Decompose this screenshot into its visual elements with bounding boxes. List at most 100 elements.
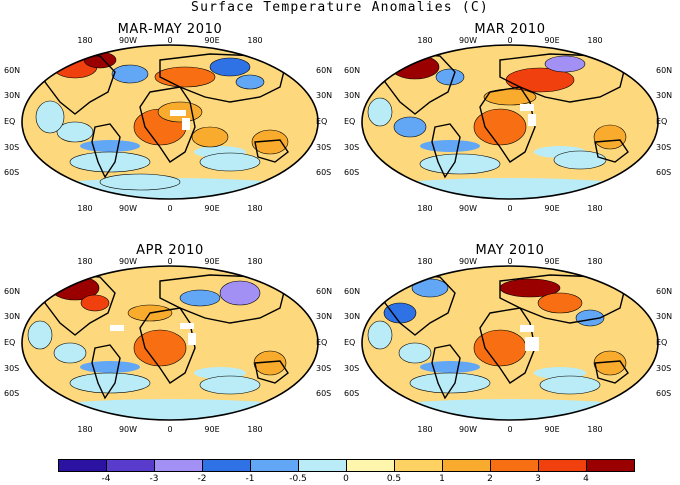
world-map (361, 265, 659, 421)
longitude-label: 90W (118, 425, 138, 434)
anomaly-contour (133, 329, 187, 367)
colorbar-tick-label: 2 (487, 474, 493, 484)
latitude-label-left: EQ (4, 117, 16, 126)
anomaly-contour (553, 150, 607, 170)
map-border (361, 265, 659, 421)
coastline (479, 86, 536, 163)
panel-title: APR 2010 (136, 243, 204, 258)
colorbar-tick-label: -1 (245, 474, 255, 484)
colorbar-tick-label: 4 (583, 474, 589, 484)
colorbar-tick-label: 0.5 (386, 474, 402, 484)
coastline (254, 360, 289, 384)
no-data-patch (528, 114, 536, 126)
latitude-label-left: 30S (4, 143, 20, 153)
anomaly-band (80, 361, 140, 373)
latitude-label-right: 30S (656, 143, 672, 153)
longitude-label: 90E (544, 36, 560, 45)
longitude-label: 90W (458, 257, 478, 266)
anomaly-band (420, 140, 480, 152)
latitude-label-right: 60S (656, 167, 672, 177)
longitude-label: 90E (204, 257, 220, 266)
colorbar-tick-label: 0 (343, 474, 349, 484)
longitude-label: 180 (247, 36, 263, 45)
longitude-label: 0 (167, 36, 173, 45)
anomaly-contour (383, 302, 417, 324)
colorbar-swatch (58, 459, 107, 472)
latitude-label-right: 30N (656, 90, 673, 100)
longitude-label: 0 (167, 204, 173, 213)
latitude-label-right: 30N (316, 311, 333, 321)
map-border (21, 265, 319, 421)
map-border (21, 44, 319, 200)
colorbar-tick-label: 3 (535, 474, 541, 484)
anomaly-contour (411, 278, 449, 298)
longitude-label: 90W (458, 36, 478, 45)
latitude-label-left: 60S (4, 388, 20, 398)
longitude-label: 90W (458, 204, 478, 213)
latitude-label-left: 60S (344, 167, 360, 177)
longitude-label: 180 (77, 36, 93, 45)
latitude-label-right: 60N (656, 287, 673, 297)
colorbar-swatch (202, 459, 251, 472)
colorbar-tick-label: 1 (439, 474, 445, 484)
longitude-label: 90E (544, 425, 560, 434)
longitude-label: 90W (118, 257, 138, 266)
anomaly-contour (593, 350, 627, 376)
latitude-label-left: 60S (4, 167, 20, 177)
latitude-label-left: EQ (344, 338, 356, 347)
anomaly-band (362, 178, 658, 199)
anomaly-contour (593, 124, 627, 150)
longitude-label: 180 (417, 36, 433, 45)
latitude-label-left: 30N (4, 90, 21, 100)
longitude-label: 180 (77, 204, 93, 213)
longitude-label: 180 (587, 257, 603, 266)
anomaly-contour (393, 116, 427, 138)
map-panel-mar-may: MAR-MAY 2010 180 90W 0 90E 180 180 90W 0 90E 180 6… (0, 22, 340, 237)
latitude-label-left: 30N (344, 311, 361, 321)
longitude-label: 90E (204, 36, 220, 45)
colorbar-tick-label: -4 (101, 474, 111, 484)
latitude-label-right: 30S (316, 364, 332, 374)
anomaly-contour (191, 126, 229, 148)
latitude-label-right: EQ (656, 338, 668, 347)
no-data-patch (188, 333, 196, 345)
world-map (21, 265, 319, 421)
coastline (139, 86, 196, 163)
anomaly-contour (575, 309, 605, 327)
no-data-patch (520, 325, 534, 332)
latitude-label-left: 60N (344, 66, 361, 76)
anomaly-contour (35, 100, 65, 134)
longitude-label: 0 (507, 425, 513, 434)
anomaly-contour (69, 372, 151, 394)
latitude-label-right: 60N (316, 287, 333, 297)
longitude-labels-top: 180 90W 0 90E 180 (340, 36, 680, 46)
latitude-label-left: 60N (4, 287, 21, 297)
anomaly-contour (199, 152, 261, 172)
longitude-labels-bottom: 180 90W 0 90E 180 (0, 425, 340, 435)
anomaly-contour (390, 54, 440, 80)
no-data-patch (110, 325, 124, 331)
no-data-patch (180, 323, 194, 329)
anomaly-contour (235, 74, 265, 90)
anomaly-contour (251, 129, 289, 155)
longitude-label: 0 (507, 257, 513, 266)
longitude-label: 180 (417, 204, 433, 213)
anomaly-contour (111, 64, 149, 84)
longitude-label: 90W (458, 425, 478, 434)
anomaly-contour (473, 108, 527, 146)
longitude-labels-bottom: 180 90W 0 90E 180 (0, 204, 340, 214)
longitude-labels-top: 180 90W 0 90E 180 (340, 257, 680, 267)
anomaly-contour (99, 173, 181, 191)
panel-title: MAY 2010 (475, 243, 545, 258)
latitude-label-left: EQ (344, 117, 356, 126)
latitude-label-left: 30N (4, 311, 21, 321)
colorbar-swatch (490, 459, 539, 472)
coastline (479, 307, 536, 384)
longitude-label: 0 (167, 257, 173, 266)
longitude-label: 180 (247, 425, 263, 434)
anomaly-contour (435, 68, 465, 86)
longitude-label: 180 (587, 36, 603, 45)
longitude-label: 90W (118, 204, 138, 213)
longitude-labels-top: 180 90W 0 90E 180 (0, 257, 340, 267)
anomaly-contour (209, 57, 251, 77)
